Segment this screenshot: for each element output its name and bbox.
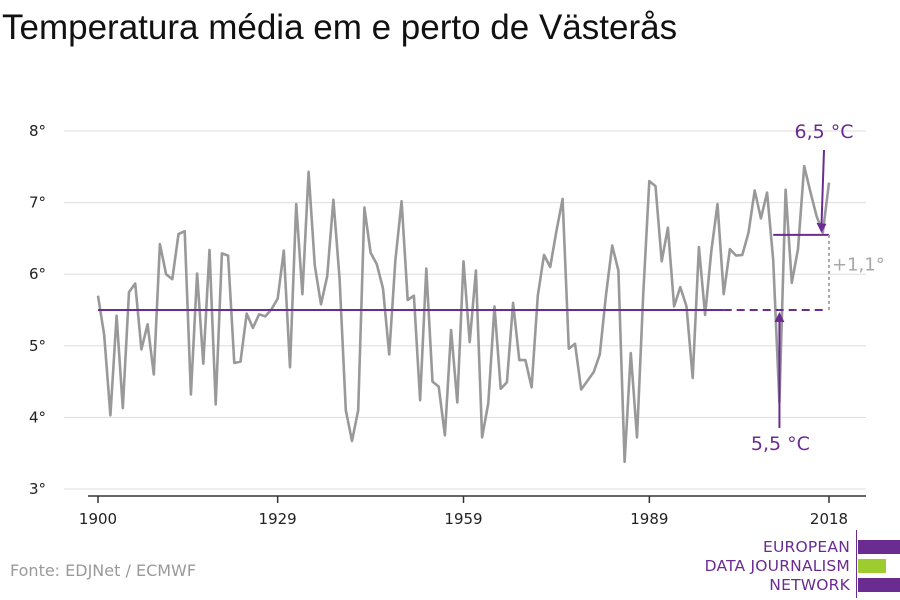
x-tick-label: 2018 — [810, 510, 848, 528]
logo-text-line-1: EUROPEAN — [762, 538, 850, 556]
y-tick-label: 3° — [29, 480, 46, 498]
baseline-arrow-head — [774, 312, 785, 322]
y-tick-label: 5° — [29, 337, 46, 355]
baseline-value-label: 5,5 °C — [751, 433, 810, 455]
chart-title: Temperatura média em e perto de Västerås — [2, 8, 678, 47]
y-tick-label: 7° — [29, 194, 46, 212]
recent-value-label: 6,5 °C — [794, 121, 853, 143]
logo-bar-green — [858, 559, 886, 573]
recent-arrow-shaft — [820, 149, 825, 225]
logo-bar-bottom — [858, 578, 900, 592]
delta-label: +1,1° — [832, 255, 885, 276]
annotations-layer: +1,1° 5,5 °C 6,5 °C — [98, 121, 885, 455]
logo-divider — [856, 530, 857, 598]
x-tick-label: 1959 — [444, 510, 482, 528]
logo-bar-middle-bg — [858, 559, 900, 573]
logo-text-line-3: NETWORK — [769, 576, 850, 594]
logo-bar-top — [858, 540, 900, 554]
y-tick-label: 8° — [29, 122, 46, 140]
x-tick-label: 1900 — [79, 510, 117, 528]
y-axis-tick-labels: 3° 4° 5° 6° 7° 8° — [29, 122, 46, 498]
recent-arrow-head — [816, 222, 827, 233]
y-tick-label: 6° — [29, 265, 46, 283]
x-tick-label: 1929 — [259, 510, 297, 528]
series-line — [96, 164, 831, 464]
x-axis-ticks: 1900 1929 1959 1989 2018 — [79, 496, 848, 528]
y-tick-label: 4° — [29, 408, 46, 426]
x-tick-label: 1989 — [630, 510, 668, 528]
series-layer — [96, 164, 831, 464]
logo-text-line-2: DATA JOURNALISM — [704, 557, 850, 575]
source-note: Fonte: EDJNet / ECMWF — [10, 561, 197, 580]
